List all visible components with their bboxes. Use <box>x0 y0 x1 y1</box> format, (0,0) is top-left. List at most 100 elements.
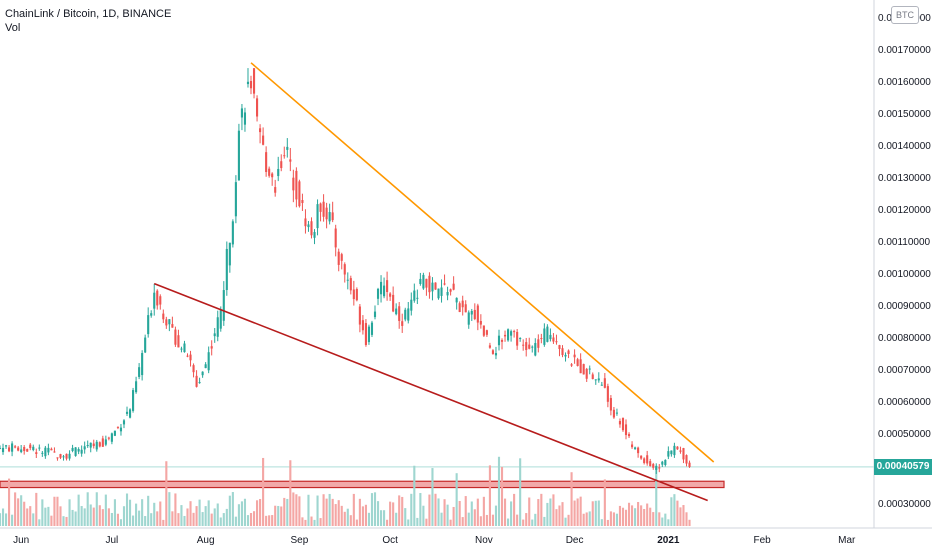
currency-button[interactable]: BTC <box>891 6 919 24</box>
candle-body <box>343 264 346 275</box>
candle <box>513 329 516 338</box>
candle-body <box>107 437 110 439</box>
volume-bars-layer <box>0 456 691 526</box>
candle <box>479 314 482 329</box>
candle-body <box>286 146 289 150</box>
candle <box>352 280 355 306</box>
volume-bar <box>295 494 298 526</box>
volume-bar <box>567 514 570 526</box>
volume-bar <box>101 509 104 526</box>
candle <box>246 68 250 88</box>
candle <box>343 262 346 283</box>
candle-body <box>122 420 126 425</box>
candle-body <box>147 315 150 335</box>
volume-bar <box>537 499 540 526</box>
volume-label[interactable]: Vol <box>5 22 21 34</box>
candle <box>370 320 374 338</box>
candle-body <box>150 313 153 316</box>
candle-body <box>340 254 343 261</box>
volume-bar <box>392 502 395 526</box>
volume-bar <box>44 507 47 526</box>
candle-body <box>17 447 20 451</box>
candle <box>243 107 247 132</box>
price-tick-label: 0.00130000 <box>878 173 931 184</box>
candle <box>425 278 428 296</box>
candle <box>615 408 618 416</box>
candle-body <box>407 308 410 321</box>
volume-bar <box>262 457 265 526</box>
candle <box>77 447 80 455</box>
volume-bar <box>455 473 458 526</box>
volume-bar <box>310 516 313 526</box>
volume-bar <box>676 500 679 526</box>
candle-body <box>277 168 280 177</box>
candle-body <box>615 412 618 414</box>
volume-bar <box>298 496 301 526</box>
candle <box>507 328 510 342</box>
volume-bar <box>68 499 71 526</box>
volume-bar <box>195 506 198 526</box>
candle-body <box>612 409 615 418</box>
candle-body <box>128 409 132 418</box>
candle <box>364 319 367 347</box>
volume-bar <box>540 493 543 526</box>
volume-bar <box>383 510 386 526</box>
candle <box>17 445 20 452</box>
volume-bar <box>522 519 525 526</box>
candle <box>150 310 153 318</box>
volume-bar <box>570 472 573 526</box>
candle-body <box>431 282 434 292</box>
candle <box>510 329 513 342</box>
candle <box>383 277 386 299</box>
volume-bar <box>618 505 622 526</box>
volume-bar <box>47 506 50 526</box>
candle <box>334 224 337 257</box>
candle <box>549 328 552 342</box>
volume-bar <box>32 513 35 526</box>
candle <box>116 426 120 430</box>
candle <box>68 450 71 461</box>
candle <box>410 292 413 316</box>
volume-bar <box>147 495 150 526</box>
candle <box>144 334 147 354</box>
candle-body <box>561 348 564 356</box>
candle-body <box>256 98 259 117</box>
candle <box>491 349 495 355</box>
volume-bar <box>110 512 113 526</box>
candle-body <box>213 333 216 337</box>
candle <box>609 395 612 416</box>
candle-body <box>141 353 144 376</box>
candle-body <box>331 212 334 221</box>
volume-bar <box>443 499 446 526</box>
candle <box>277 156 280 182</box>
volume-bar <box>534 513 537 526</box>
candle <box>525 337 528 357</box>
volume-bar <box>503 498 507 526</box>
candle-body <box>410 299 413 311</box>
candle-body <box>11 443 14 452</box>
symbol-title[interactable]: ChainLink / Bitcoin, 1D, BINANCE <box>5 8 172 20</box>
candle <box>676 446 679 450</box>
time-tick-label: Jun <box>13 535 29 546</box>
candle <box>92 439 95 449</box>
candle <box>283 146 286 159</box>
volume-bar <box>135 503 138 526</box>
volume-bar <box>624 509 628 526</box>
candle-body <box>401 321 404 326</box>
candle-body <box>643 458 646 463</box>
candle-body <box>649 461 652 467</box>
volume-bar <box>367 512 371 526</box>
time-axis-ticks: Jun Jul Aug Sep Oct Nov Dec 2021 Feb Mar <box>13 535 856 546</box>
volume-bar <box>325 498 328 526</box>
candle <box>268 166 271 178</box>
candle <box>631 441 634 449</box>
candle <box>519 337 522 342</box>
candle-body <box>198 382 201 384</box>
candle <box>606 383 609 408</box>
candle <box>395 303 398 316</box>
candle-body <box>479 321 482 325</box>
candle-body <box>29 444 32 449</box>
candle <box>189 350 192 367</box>
